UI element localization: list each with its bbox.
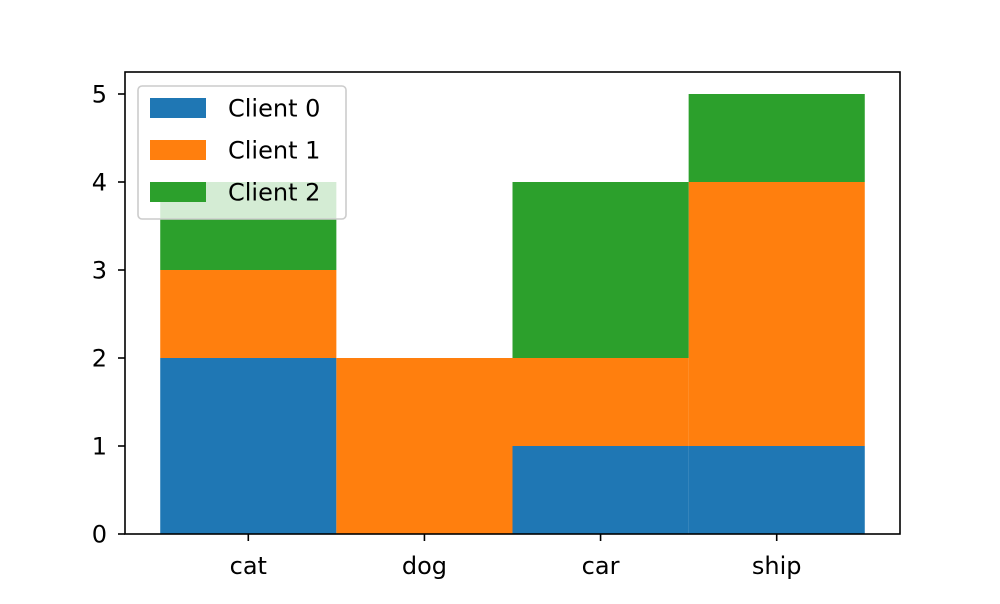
plot-frame <box>124 71 901 535</box>
y-tick-label: 0 <box>92 521 107 549</box>
bars-layer <box>160 94 865 534</box>
bar-dog-series-1 <box>336 358 513 534</box>
y-tick-label: 4 <box>92 169 107 197</box>
bar-cat-series-1 <box>160 270 337 358</box>
bar-ship-series-2 <box>688 94 865 182</box>
x-tick-label: dog <box>402 552 447 580</box>
x-tick-label: car <box>582 552 620 580</box>
legend-label: Client 2 <box>228 179 320 207</box>
y-tick-label: 1 <box>92 433 107 461</box>
legend-swatch <box>150 182 206 202</box>
legend-label: Client 1 <box>228 137 320 165</box>
y-tick-label: 5 <box>92 81 107 109</box>
bar-cat-series-0 <box>160 358 337 534</box>
y-axis: 0 1 2 3 4 5 <box>92 81 125 549</box>
x-axis: cat dog car ship <box>230 534 802 580</box>
legend-label: Client 0 <box>228 95 320 123</box>
x-tick-label: ship <box>752 552 802 580</box>
x-tick-label: cat <box>230 552 267 580</box>
bar-ship-series-0 <box>688 446 865 534</box>
legend-swatch <box>150 140 206 160</box>
bar-car-series-0 <box>512 446 689 534</box>
legend: Client 0 Client 1 Client 2 <box>137 85 347 220</box>
y-tick-label: 3 <box>92 257 107 285</box>
bar-ship-series-1 <box>688 182 865 446</box>
legend-swatch <box>150 98 206 118</box>
bar-car-series-2 <box>512 182 689 358</box>
y-tick-label: 2 <box>92 345 107 373</box>
bar-car-series-1 <box>512 358 689 446</box>
